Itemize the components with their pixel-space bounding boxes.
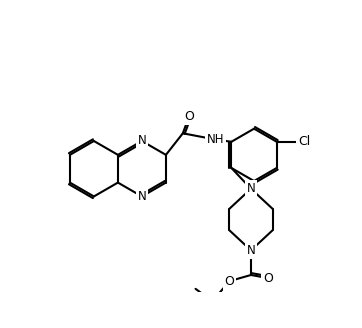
Text: N: N [247,244,255,257]
Text: N: N [247,182,255,195]
Text: O: O [224,275,234,288]
Text: O: O [263,272,273,285]
Text: O: O [184,110,194,123]
Text: NH: NH [206,133,224,146]
Text: Cl: Cl [298,135,311,148]
Text: N: N [138,134,146,148]
Text: N: N [138,190,146,203]
